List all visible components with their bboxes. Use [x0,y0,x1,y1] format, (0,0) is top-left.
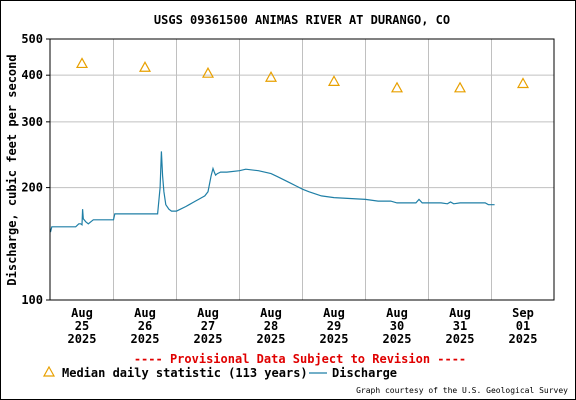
x-tick-label: 2025 [194,332,223,346]
y-axis-label: Discharge, cubic feet per second [5,54,19,285]
plot-area-border [49,38,555,301]
credit-text: Graph courtesy of the U.S. Geological Su… [356,386,568,395]
x-tick-label: Aug [134,306,156,320]
x-tick-label: 01 [516,319,530,333]
x-tick-label: 29 [327,319,341,333]
x-tick-label: 26 [138,319,152,333]
x-tick-label: Aug [386,306,408,320]
y-tick-label: 200 [21,181,43,195]
median-marker [453,81,467,93]
x-tick-label: 30 [390,319,404,333]
discharge-line [49,151,495,233]
x-tick-label: 2025 [320,332,349,346]
x-tick-label: 25 [75,319,89,333]
chart-title: USGS 09361500 ANIMAS RIVER AT DURANGO, C… [154,13,450,27]
y-tick-label: 400 [21,68,43,82]
x-tick-label: Aug [323,306,345,320]
legend: Median daily statistic (113 years) Disch… [42,365,397,380]
x-tick-label: Sep [512,306,534,320]
y-tick-label: 300 [21,115,43,129]
series-layer [49,57,530,233]
x-tick-label: 2025 [509,332,538,346]
median-marker [75,57,89,69]
x-tick-label: Aug [197,306,219,320]
median-marker [327,75,341,86]
median-marker [201,66,215,78]
x-tick-label: Aug [260,306,282,320]
x-tick-label: 31 [453,319,467,333]
x-tick-label: Aug [449,306,471,320]
median-marker [264,70,278,82]
x-tick-label: 27 [201,319,215,333]
legend-median-triangle-icon [42,365,56,377]
median-marker [138,61,152,72]
x-tick-label: 2025 [257,332,286,346]
x-tick-label: 2025 [446,332,475,346]
y-tick-labels: 100 200 300 400 500 [21,32,50,307]
grid-layer [50,39,554,300]
median-marker [390,81,404,93]
y-tick-label: 100 [21,293,43,307]
median-marker [516,77,530,89]
x-tick-label: 2025 [68,332,97,346]
x-tick-label: 2025 [383,332,412,346]
provisional-notice: ---- Provisional Data Subject to Revisio… [134,352,466,366]
x-tick-labels: Aug252025Aug262025Aug272025Aug282025Aug2… [68,306,538,346]
legend-discharge-label: Discharge [332,366,397,380]
x-tick-label: 28 [264,319,278,333]
y-tick-label: 500 [21,32,43,46]
legend-median-label: Median daily statistic (113 years) [62,366,308,380]
x-tick-label: Aug [71,306,93,320]
x-tick-label: 2025 [131,332,160,346]
